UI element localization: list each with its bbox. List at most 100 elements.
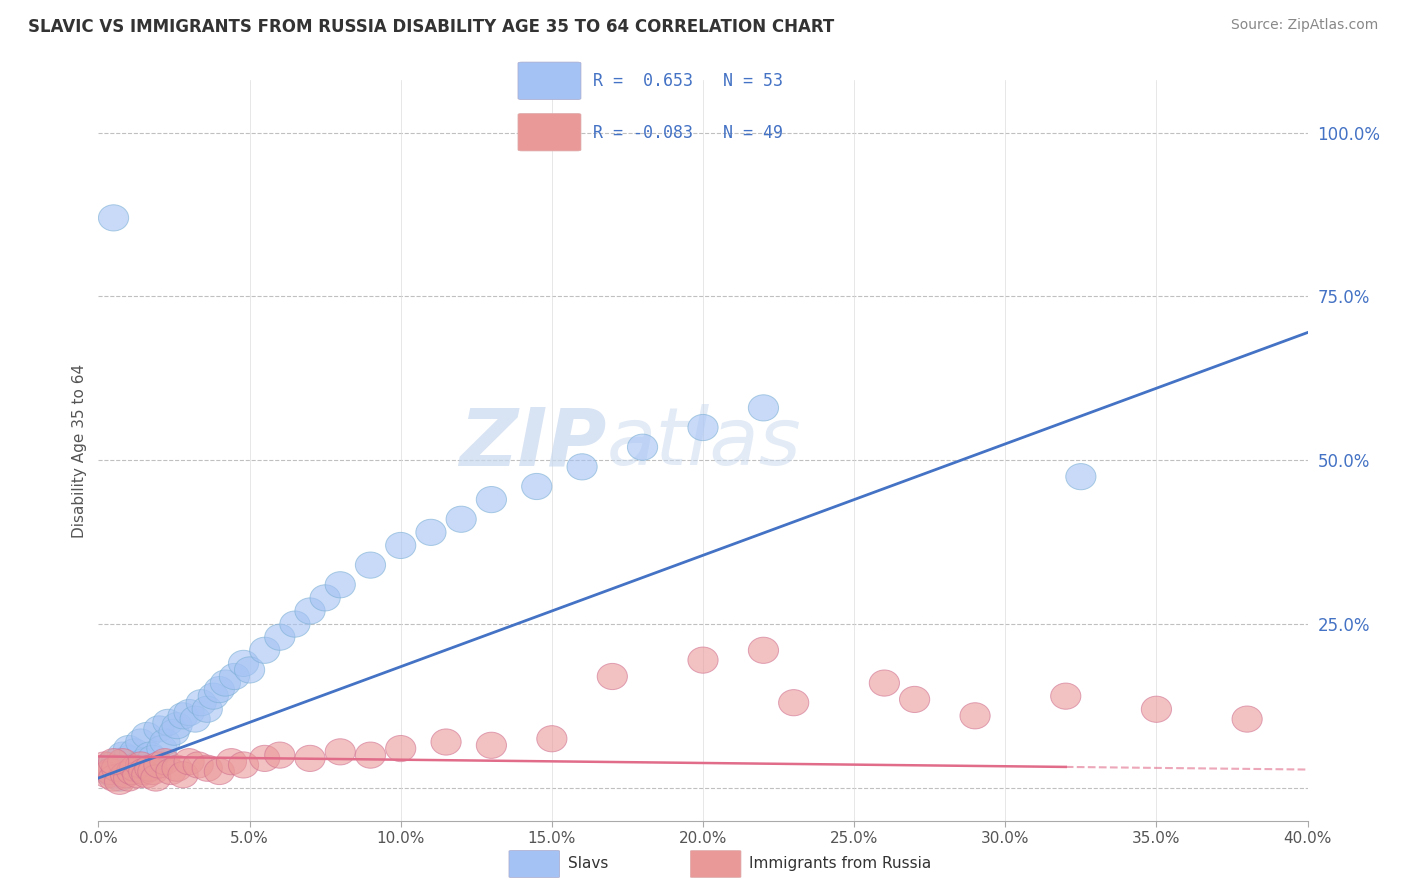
Ellipse shape xyxy=(960,703,990,729)
Ellipse shape xyxy=(125,752,156,778)
Ellipse shape xyxy=(1232,706,1263,732)
Ellipse shape xyxy=(748,395,779,421)
Ellipse shape xyxy=(98,765,129,791)
Ellipse shape xyxy=(325,739,356,765)
Ellipse shape xyxy=(120,756,150,781)
Text: ZIP: ZIP xyxy=(458,404,606,482)
Ellipse shape xyxy=(98,205,129,231)
Ellipse shape xyxy=(135,742,165,768)
Ellipse shape xyxy=(198,683,228,709)
Ellipse shape xyxy=(228,650,259,676)
Ellipse shape xyxy=(98,748,129,775)
Ellipse shape xyxy=(779,690,808,715)
FancyBboxPatch shape xyxy=(517,113,581,151)
Text: Source: ZipAtlas.com: Source: ZipAtlas.com xyxy=(1230,18,1378,32)
Ellipse shape xyxy=(748,637,779,664)
FancyBboxPatch shape xyxy=(517,62,581,100)
Ellipse shape xyxy=(385,736,416,762)
Y-axis label: Disability Age 35 to 64: Disability Age 35 to 64 xyxy=(72,363,87,538)
Ellipse shape xyxy=(96,758,125,785)
Ellipse shape xyxy=(143,752,174,778)
Ellipse shape xyxy=(264,624,295,650)
Ellipse shape xyxy=(150,748,180,775)
Ellipse shape xyxy=(122,752,153,778)
Ellipse shape xyxy=(90,752,120,778)
Ellipse shape xyxy=(138,758,167,785)
Text: Immigrants from Russia: Immigrants from Russia xyxy=(749,855,932,871)
Ellipse shape xyxy=(120,739,150,765)
Ellipse shape xyxy=(101,748,132,775)
Ellipse shape xyxy=(98,762,129,788)
Ellipse shape xyxy=(193,696,222,723)
Ellipse shape xyxy=(117,758,146,785)
Ellipse shape xyxy=(219,664,250,690)
Ellipse shape xyxy=(153,709,183,736)
Ellipse shape xyxy=(122,762,153,788)
Ellipse shape xyxy=(325,572,356,598)
Ellipse shape xyxy=(688,415,718,441)
Ellipse shape xyxy=(129,748,159,775)
Ellipse shape xyxy=(104,765,135,791)
Ellipse shape xyxy=(107,742,138,768)
Ellipse shape xyxy=(132,723,162,748)
Ellipse shape xyxy=(264,742,295,768)
Ellipse shape xyxy=(432,729,461,756)
Ellipse shape xyxy=(159,719,188,746)
Ellipse shape xyxy=(204,676,235,703)
Text: R =  0.653   N = 53: R = 0.653 N = 53 xyxy=(593,72,783,90)
Ellipse shape xyxy=(567,454,598,480)
Ellipse shape xyxy=(156,758,186,785)
Ellipse shape xyxy=(138,746,167,772)
Ellipse shape xyxy=(96,752,125,778)
Ellipse shape xyxy=(1050,683,1081,709)
Ellipse shape xyxy=(446,506,477,533)
Ellipse shape xyxy=(356,742,385,768)
Ellipse shape xyxy=(93,758,122,785)
Ellipse shape xyxy=(235,657,264,683)
Text: Slavs: Slavs xyxy=(568,855,609,871)
Ellipse shape xyxy=(477,486,506,513)
Ellipse shape xyxy=(93,762,122,788)
Ellipse shape xyxy=(537,725,567,752)
Ellipse shape xyxy=(211,670,240,696)
Ellipse shape xyxy=(186,690,217,715)
Ellipse shape xyxy=(107,748,138,775)
FancyBboxPatch shape xyxy=(690,851,741,878)
Ellipse shape xyxy=(416,519,446,546)
Ellipse shape xyxy=(250,637,280,664)
Ellipse shape xyxy=(135,756,165,781)
Ellipse shape xyxy=(295,598,325,624)
Text: SLAVIC VS IMMIGRANTS FROM RUSSIA DISABILITY AGE 35 TO 64 CORRELATION CHART: SLAVIC VS IMMIGRANTS FROM RUSSIA DISABIL… xyxy=(28,18,834,36)
Ellipse shape xyxy=(280,611,311,637)
Text: atlas: atlas xyxy=(606,404,801,482)
Ellipse shape xyxy=(167,703,198,729)
Ellipse shape xyxy=(356,552,385,578)
Ellipse shape xyxy=(132,762,162,788)
Ellipse shape xyxy=(129,758,159,785)
Ellipse shape xyxy=(111,756,141,781)
Ellipse shape xyxy=(193,756,222,781)
Ellipse shape xyxy=(228,752,259,778)
Text: R = -0.083   N = 49: R = -0.083 N = 49 xyxy=(593,124,783,142)
Ellipse shape xyxy=(900,686,929,713)
Ellipse shape xyxy=(174,748,204,775)
Ellipse shape xyxy=(688,647,718,673)
Ellipse shape xyxy=(114,746,143,772)
Ellipse shape xyxy=(311,585,340,611)
Ellipse shape xyxy=(90,756,120,781)
Ellipse shape xyxy=(217,748,246,775)
Ellipse shape xyxy=(869,670,900,696)
Ellipse shape xyxy=(477,732,506,758)
Ellipse shape xyxy=(522,474,551,500)
Ellipse shape xyxy=(162,756,193,781)
Ellipse shape xyxy=(183,752,214,778)
Ellipse shape xyxy=(114,736,143,762)
Ellipse shape xyxy=(141,765,172,791)
FancyBboxPatch shape xyxy=(509,851,560,878)
Ellipse shape xyxy=(174,699,204,725)
Ellipse shape xyxy=(146,736,177,762)
Ellipse shape xyxy=(385,533,416,558)
Ellipse shape xyxy=(162,713,193,739)
Ellipse shape xyxy=(204,758,235,785)
Ellipse shape xyxy=(295,746,325,772)
